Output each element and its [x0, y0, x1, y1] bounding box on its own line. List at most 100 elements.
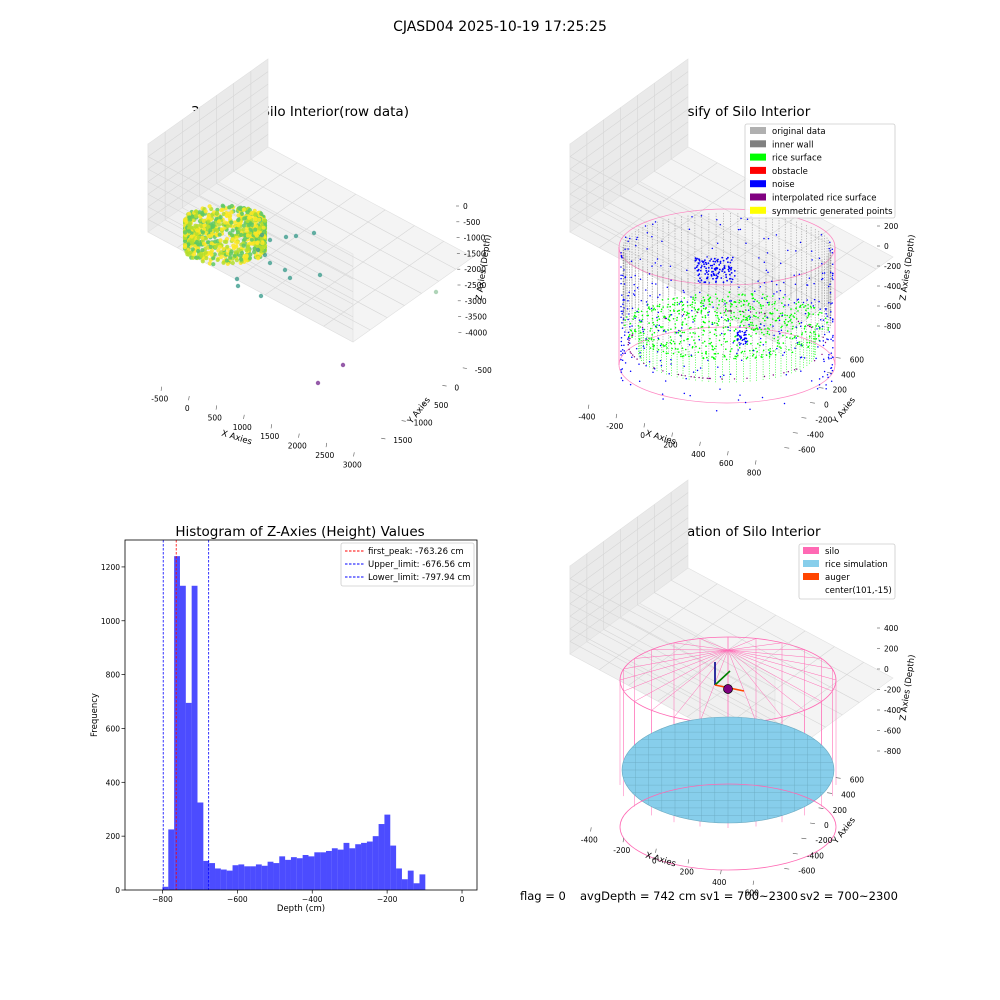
- noise-point: [682, 289, 685, 292]
- noise-cluster-point: [694, 267, 696, 270]
- legend-label: inner wall: [772, 140, 813, 150]
- histogram-x-tick-label: −200: [377, 895, 398, 904]
- noise-cluster-point: [710, 274, 713, 276]
- noise-point: [656, 258, 659, 260]
- rice-surface-point: [709, 337, 711, 340]
- raw-point: [259, 236, 264, 241]
- histogram-bar: [185, 702, 192, 890]
- noise-cluster-point: [742, 343, 745, 346]
- noise-point: [678, 303, 681, 305]
- noise-point: [760, 323, 762, 326]
- noise-point: [729, 300, 731, 302]
- rice-surface-point: [790, 308, 792, 311]
- noise-point: [795, 326, 797, 328]
- rice-surface-point: [817, 313, 820, 316]
- noise-point: [628, 313, 630, 315]
- noise-cluster-point: [697, 262, 700, 264]
- noise-point: [640, 299, 643, 302]
- grid-line: [628, 178, 747, 264]
- interpolated-point: [636, 358, 638, 360]
- noise-point: [651, 265, 653, 267]
- rice-surface-point: [765, 354, 768, 357]
- noise-cluster-point: [706, 276, 709, 279]
- rice-surface-point: [727, 317, 729, 320]
- rice-surface-point: [740, 321, 742, 324]
- noise-point: [638, 380, 641, 382]
- noise-cluster-point: [741, 339, 744, 342]
- rice-surface-point: [724, 305, 727, 308]
- rice-surface-point: [764, 315, 766, 318]
- interpolated-point: [664, 317, 666, 320]
- grid-line: [147, 83, 269, 170]
- raw-point: [257, 217, 262, 222]
- noise-point: [626, 308, 629, 310]
- noise-point: [652, 371, 654, 374]
- histogram-bar: [267, 861, 274, 890]
- noise-point: [826, 373, 829, 376]
- raw-point: [218, 215, 223, 220]
- rice-surface-point: [643, 332, 645, 335]
- noise-point: [689, 394, 691, 397]
- legend-label: symmetric generated points: [772, 207, 893, 217]
- rice-surface-point: [650, 338, 653, 341]
- rice-surface-point: [670, 342, 673, 345]
- noise-point: [829, 317, 832, 319]
- panel1-y-tick-mark: [401, 420, 406, 422]
- rice-surface-point: [773, 337, 775, 340]
- histogram-bar: [215, 868, 221, 890]
- noise-point: [772, 325, 774, 327]
- rice-surface-point: [754, 298, 756, 301]
- noise-point: [793, 301, 796, 304]
- rice-surface-point: [701, 325, 704, 328]
- rice-surface-point: [682, 308, 685, 310]
- rice-surface-point: [688, 316, 690, 319]
- noise-point: [642, 330, 645, 333]
- raw-point: [254, 233, 259, 238]
- grid-line: [250, 158, 456, 270]
- interpolated-point: [698, 376, 700, 379]
- noise-cluster-point: [730, 272, 733, 274]
- noise-point: [661, 240, 663, 242]
- noise-point: [719, 388, 721, 390]
- raw-point: [235, 230, 241, 235]
- noise-point: [831, 356, 834, 358]
- rice-surface-point: [795, 307, 797, 309]
- silo-roof-rib: [727, 649, 833, 692]
- noise-point: [831, 369, 834, 372]
- rice-surface-point: [705, 352, 707, 355]
- rice-surface-point: [731, 303, 733, 306]
- rice-surface-point: [797, 310, 799, 312]
- raw-point: [208, 228, 213, 233]
- interpolated-point: [797, 320, 800, 323]
- panel1-x-tick-label: -500: [151, 395, 168, 404]
- noise-point: [826, 338, 828, 340]
- rice-surface-point: [761, 331, 763, 334]
- grid-line: [569, 109, 689, 195]
- noise-point: [829, 241, 831, 243]
- rice-surface-point: [750, 342, 752, 345]
- rice-surface-point: [725, 308, 727, 310]
- rice-surface-point: [706, 356, 708, 359]
- panel2-x-tick-label: -200: [606, 422, 623, 431]
- rice-surface-point: [801, 303, 804, 306]
- noise-point: [707, 359, 709, 362]
- rice-surface-point: [629, 322, 632, 325]
- rice-surface-point: [764, 328, 766, 330]
- rice-surface-point: [713, 333, 716, 336]
- rice-surface-point: [702, 342, 704, 344]
- rice-surface-point: [653, 338, 655, 341]
- panel4-x-tick-label: 600: [745, 889, 760, 898]
- rice-surface-point: [763, 333, 765, 336]
- rice-surface-point: [748, 325, 751, 328]
- legend-swatch: [750, 140, 766, 148]
- noise-cluster-point: [712, 277, 714, 280]
- noise-point: [794, 283, 797, 286]
- rice-surface-point: [718, 318, 720, 321]
- histogram-bar: [331, 848, 338, 890]
- noise-cluster-point: [727, 268, 730, 271]
- rice-surface-point: [716, 322, 718, 325]
- rice-surface-point: [745, 309, 747, 311]
- noise-point: [831, 274, 834, 277]
- noise-point: [670, 363, 672, 365]
- grid-line: [233, 171, 439, 282]
